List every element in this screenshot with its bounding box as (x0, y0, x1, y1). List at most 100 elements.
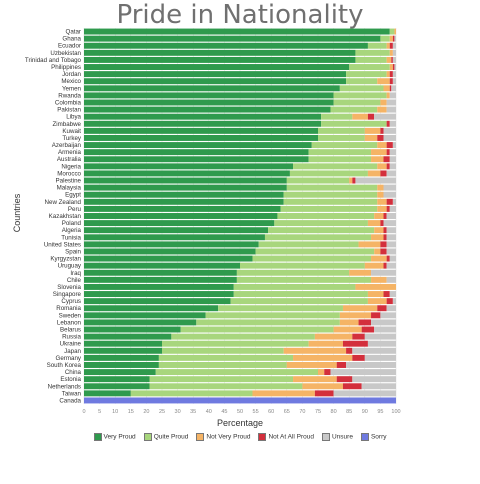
bar-segment (333, 326, 362, 333)
y-tick-label: Armenia (58, 149, 82, 156)
legend-item[interactable]: Not Very Proud (196, 433, 250, 441)
bar-segment (367, 340, 396, 347)
bar-segment (84, 149, 309, 156)
legend-label: Quite Proud (153, 433, 189, 441)
bar-segment (84, 106, 331, 113)
bar-segment (391, 56, 393, 63)
bar-segment (84, 120, 322, 127)
bar-segment (367, 220, 381, 227)
y-tick-label: Kuwait (62, 128, 81, 135)
bar-segment (374, 248, 381, 255)
bar-segment (392, 298, 396, 305)
bar-segment (386, 227, 396, 234)
bar-segment (358, 241, 381, 248)
legend-label: Sorry (370, 433, 387, 441)
bar-segment (84, 78, 347, 85)
bar-segment (371, 319, 396, 326)
bar-segment (352, 354, 365, 361)
bar-segment (84, 113, 322, 120)
y-tick-label: Romania (56, 305, 81, 312)
y-tick-label: Slovenia (57, 284, 81, 291)
bar-segment (386, 248, 396, 255)
y-tick-label: Australia (57, 156, 82, 163)
x-tick-label: 10 (112, 409, 118, 415)
y-tick-label: Singapore (53, 291, 82, 298)
bar-segment (283, 347, 347, 354)
bar-segment (380, 248, 387, 255)
bar-segment (386, 99, 396, 106)
bar-segment (311, 142, 378, 149)
bar-segment (386, 198, 393, 205)
legend-item[interactable]: Very Proud (93, 433, 136, 441)
y-tick-label: Netherlands (48, 383, 81, 390)
bar-segment (355, 177, 396, 184)
bar-segment (84, 28, 390, 35)
legend-swatch (93, 433, 102, 441)
bar-segment (333, 390, 396, 397)
legend-item[interactable]: Quite Proud (143, 433, 189, 441)
bar-segment (293, 354, 353, 361)
bar-segment (380, 220, 384, 227)
bar-segment (355, 283, 396, 290)
y-tick-label: Zimbabwe (52, 121, 81, 128)
bar-segment (383, 262, 387, 269)
y-tick-label: Mexico (61, 78, 81, 85)
bar-segment (389, 120, 396, 127)
bar-segment (367, 42, 387, 49)
y-tick-label: Ecuador (58, 43, 81, 50)
bar-segment (349, 177, 353, 184)
bar-segment (364, 134, 378, 141)
bar-segment (371, 269, 396, 276)
bar-segment (352, 376, 396, 383)
bar-segment (252, 390, 315, 397)
bar-segment (84, 184, 287, 191)
bar-segment (84, 134, 318, 141)
y-tick-label: Canada (59, 397, 81, 404)
bar-segment (162, 340, 309, 347)
bar-segment (389, 156, 396, 163)
bar-segment (364, 333, 396, 340)
bar-segment (84, 142, 312, 149)
bar-segment (333, 99, 381, 106)
bar-segment (389, 35, 393, 42)
y-tick-label: Poland (62, 220, 82, 227)
y-axis-label: Countries (12, 193, 22, 232)
bar-segment (84, 56, 356, 63)
bar-segment (377, 163, 387, 170)
y-tick-label: Turkey (62, 135, 82, 142)
bar-segment (386, 92, 390, 99)
bar-segment (236, 269, 350, 276)
bar-segment (258, 241, 359, 248)
x-tick-label: 75 (315, 409, 321, 415)
x-tick-label: 60 (268, 409, 274, 415)
bar-segment (84, 369, 156, 376)
bar-segment (84, 269, 237, 276)
bar-segment (386, 56, 392, 63)
chart-title: Pride in Nationality (116, 0, 364, 30)
bar-segment (367, 113, 375, 120)
bar-segment (386, 276, 396, 283)
bar-segment (377, 142, 387, 149)
bar-segment (392, 78, 396, 85)
y-tick-label: Trinidad and Tobago (25, 57, 82, 64)
x-axis-label: Percentage (217, 418, 263, 428)
bar-segment (380, 312, 396, 319)
bar-segment (389, 64, 393, 70)
bar-segment (383, 227, 387, 234)
bar-segment (293, 376, 337, 383)
legend-item[interactable]: Not At All Proud (258, 433, 314, 441)
bar-segment (321, 113, 353, 120)
bar-segment (286, 184, 378, 191)
bar-segment (377, 305, 387, 312)
bar-segment (283, 198, 378, 205)
y-tick-label: China (65, 369, 82, 376)
bar-segment (84, 283, 234, 290)
bar-segment (84, 298, 231, 305)
bar-segment (383, 184, 396, 191)
bar-segment (371, 234, 384, 241)
legend-item[interactable]: Sorry (360, 433, 387, 441)
bar-segment (389, 291, 396, 298)
legend-item[interactable]: Unsure (321, 433, 353, 441)
bar-segment (389, 85, 392, 92)
